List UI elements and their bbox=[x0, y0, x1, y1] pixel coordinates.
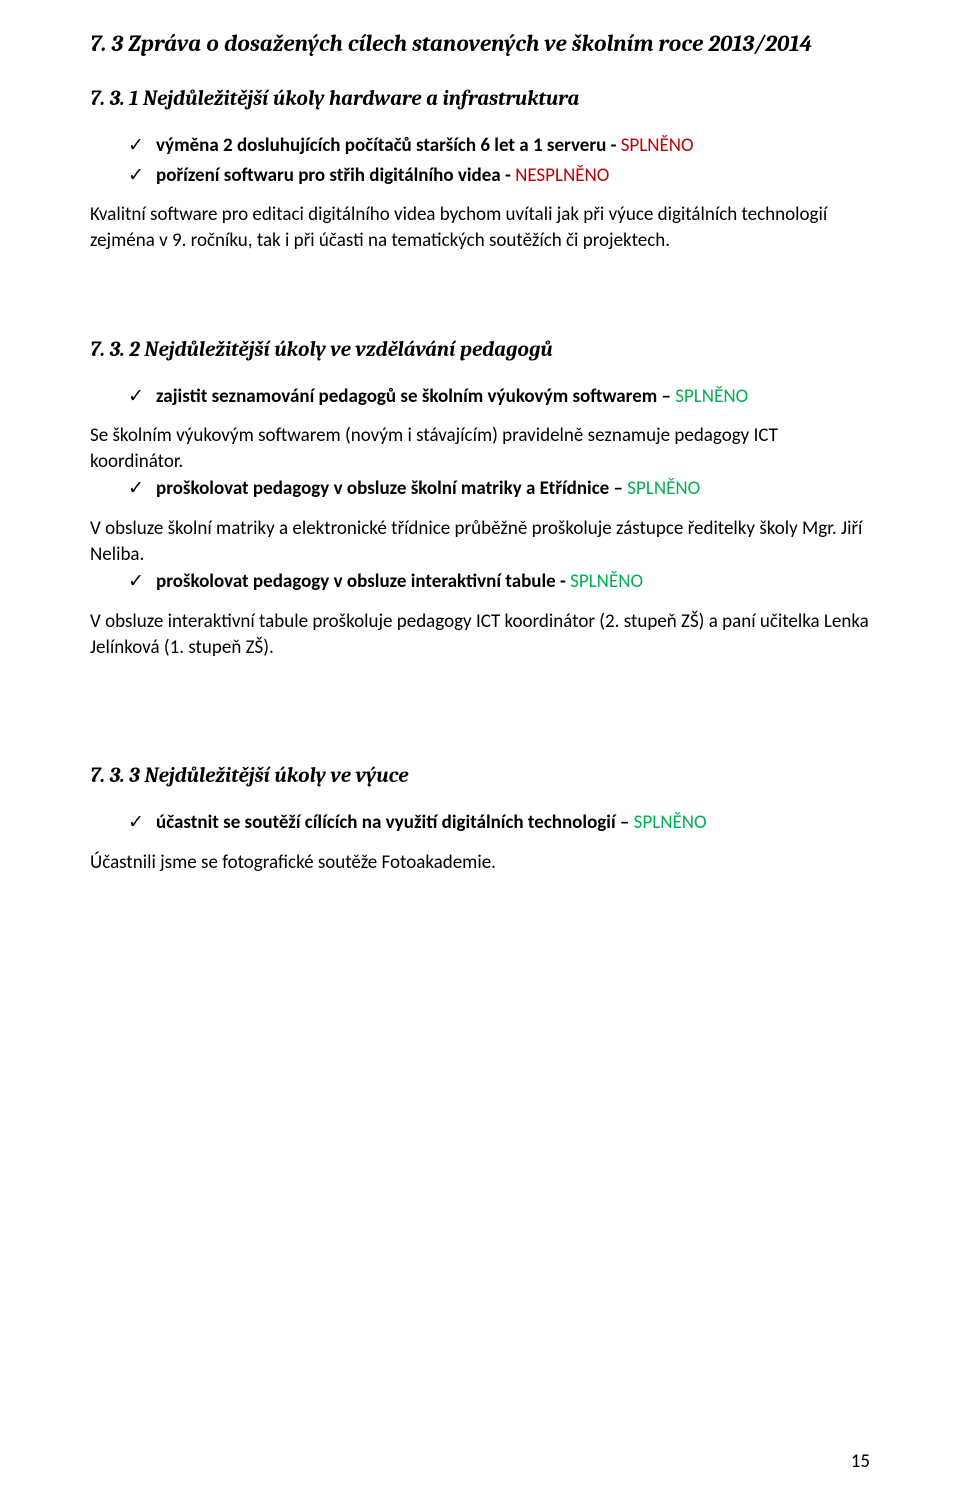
heading-section-2: 7. 3. 2 Nejdůležitější úkoly ve vzdělává… bbox=[90, 338, 870, 362]
status-badge: SPLNĚNO bbox=[627, 477, 700, 500]
bullet-text: proškolovat pedagogy v obsluze interakti… bbox=[156, 570, 570, 593]
paragraph: Účastnili jsme se fotografické soutěže F… bbox=[90, 850, 870, 876]
spacer bbox=[90, 268, 870, 308]
bullet-list-section-3: účastnit se soutěží cílících na využití … bbox=[90, 810, 870, 836]
bullet-list-section-2b: proškolovat pedagogy v obsluze školní ma… bbox=[90, 476, 870, 502]
page: 7. 3 Zpráva o dosažených cílech stanoven… bbox=[0, 0, 960, 1497]
heading-section-3: 7. 3. 3 Nejdůležitější úkoly ve výuce bbox=[90, 764, 870, 788]
page-number: 15 bbox=[851, 1450, 870, 1473]
bullet-item: účastnit se soutěží cílících na využití … bbox=[90, 810, 870, 836]
paragraph: Kvalitní software pro editaci digitálníh… bbox=[90, 202, 870, 253]
bullet-list-section-2c: proškolovat pedagogy v obsluze interakti… bbox=[90, 569, 870, 595]
spacer bbox=[90, 674, 870, 734]
status-badge: SPLNĚNO bbox=[675, 385, 748, 408]
bullet-item: proškolovat pedagogy v obsluze interakti… bbox=[90, 569, 870, 595]
bullet-list-section-2a: zajistit seznamování pedagogů se školním… bbox=[90, 384, 870, 410]
paragraph: V obsluze školní matriky a elektronické … bbox=[90, 516, 870, 567]
bullet-text: zajistit seznamování pedagogů se školním… bbox=[156, 385, 675, 408]
paragraph: V obsluze interaktivní tabule proškoluje… bbox=[90, 609, 870, 660]
status-badge: SPLNĚNO bbox=[570, 570, 643, 593]
status-badge: SPLNĚNO bbox=[621, 134, 694, 157]
status-badge: NESPLNĚNO bbox=[515, 164, 609, 187]
paragraph: Se školním výukovým softwarem (novým i s… bbox=[90, 423, 870, 474]
bullet-list-section-1: výměna 2 dosluhujících počítačů starších… bbox=[90, 133, 870, 188]
heading-level-2: 7. 3 Zpráva o dosažených cílech stanoven… bbox=[90, 30, 870, 57]
heading-section-1: 7. 3. 1 Nejdůležitější úkoly hardware a … bbox=[90, 87, 870, 111]
bullet-text: účastnit se soutěží cílících na využití … bbox=[156, 811, 634, 834]
bullet-item: pořízení softwaru pro střih digitálního … bbox=[90, 163, 870, 189]
bullet-item: proškolovat pedagogy v obsluze školní ma… bbox=[90, 476, 870, 502]
bullet-text: proškolovat pedagogy v obsluze školní ma… bbox=[156, 477, 627, 500]
bullet-item: výměna 2 dosluhujících počítačů starších… bbox=[90, 133, 870, 159]
bullet-text: výměna 2 dosluhujících počítačů starších… bbox=[156, 134, 621, 157]
bullet-item: zajistit seznamování pedagogů se školním… bbox=[90, 384, 870, 410]
bullet-text: pořízení softwaru pro střih digitálního … bbox=[156, 164, 515, 187]
status-badge: SPLNĚNO bbox=[634, 811, 707, 834]
